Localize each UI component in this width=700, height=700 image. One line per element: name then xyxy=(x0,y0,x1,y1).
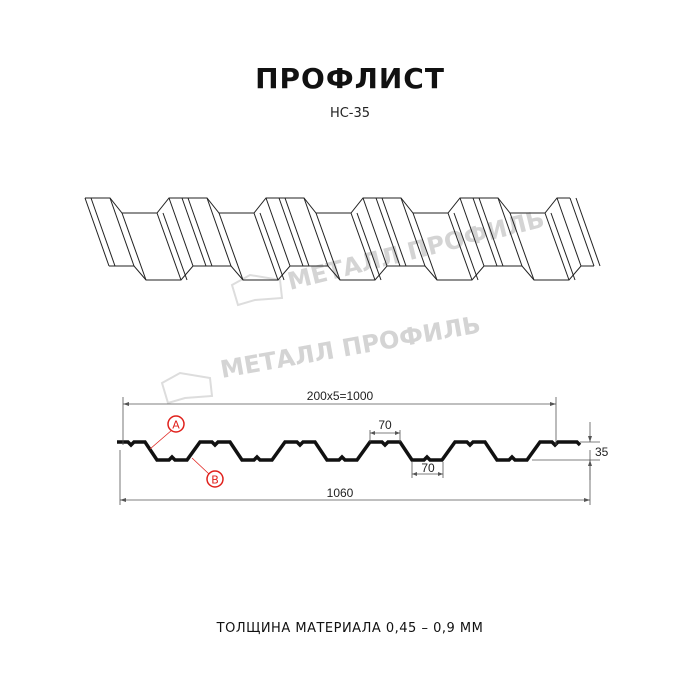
profile-fold-line xyxy=(453,212,479,281)
profile-fold-line xyxy=(459,197,485,267)
profile-fold-line xyxy=(544,212,570,281)
model-label: НС-35 xyxy=(329,106,371,121)
marker-b-label: B xyxy=(211,474,219,487)
profile-edge xyxy=(109,265,594,281)
profile-fold-line xyxy=(265,197,291,267)
dim-pitch-total: 200x5=1000 xyxy=(307,389,374,403)
profile-fold-line xyxy=(556,197,582,267)
profile-fold-line xyxy=(206,197,232,267)
profile-fold-line xyxy=(447,212,473,281)
profile-fold-line xyxy=(497,197,523,267)
dim-crest-width: 70 xyxy=(378,418,392,432)
dimension-lines xyxy=(119,397,600,505)
profile-fold-line xyxy=(218,212,244,281)
profile-fold-line xyxy=(350,212,376,281)
marker-a: A xyxy=(149,415,185,450)
profile-fold-line xyxy=(278,197,304,267)
profile-fold-line xyxy=(284,197,310,267)
profile-fold-line xyxy=(121,212,147,281)
watermark-text-top: МЕТАЛЛ ПРОФИЛЬ xyxy=(285,205,548,296)
dim-total-width: 1060 xyxy=(327,486,354,500)
watermark-text-bottom: МЕТАЛЛ ПРОФИЛЬ xyxy=(218,311,482,384)
profile-edge xyxy=(85,197,570,214)
profile-fold-line xyxy=(162,212,188,281)
profile-fold-line xyxy=(303,197,329,267)
profile-fold-line xyxy=(362,197,388,267)
profile-fold-line xyxy=(181,197,207,267)
profile-fold-line xyxy=(412,212,438,281)
profile-fold-line xyxy=(90,197,116,267)
profile-fold-line xyxy=(375,197,401,267)
profile-fold-line xyxy=(84,197,110,267)
profile-fold-line xyxy=(509,212,535,281)
profile-fold-line xyxy=(472,197,498,267)
profile-fold-line xyxy=(400,197,426,267)
profile-fold-line xyxy=(315,212,341,281)
profile-fold-line xyxy=(381,197,407,267)
profile-3d-view xyxy=(84,197,601,281)
profile-fold-line xyxy=(187,197,213,267)
dim-trough-width: 70 xyxy=(421,461,435,475)
profile-fold-line xyxy=(575,197,601,267)
profile-fold-line xyxy=(109,197,135,267)
marker-b: B xyxy=(191,457,224,488)
profile-fold-line xyxy=(356,212,382,281)
profile-fold-line xyxy=(478,197,504,267)
profile-fold-line xyxy=(156,212,182,281)
marker-a-label: A xyxy=(172,419,180,432)
profile-fold-line xyxy=(550,212,576,281)
profile-cross-section xyxy=(117,440,582,462)
dim-height: 35 xyxy=(595,445,609,459)
profile-fold-line xyxy=(569,197,595,267)
profile-fold-line xyxy=(168,197,194,267)
profile-fold-line xyxy=(253,212,279,281)
dimension-arrows xyxy=(120,402,592,502)
profile-fold-line xyxy=(259,212,285,281)
material-thickness: ТОЛЩИНА МАТЕРИАЛА 0,45 – 0,9 ММ xyxy=(216,621,484,636)
page-title: ПРОФЛИСТ xyxy=(255,62,445,95)
